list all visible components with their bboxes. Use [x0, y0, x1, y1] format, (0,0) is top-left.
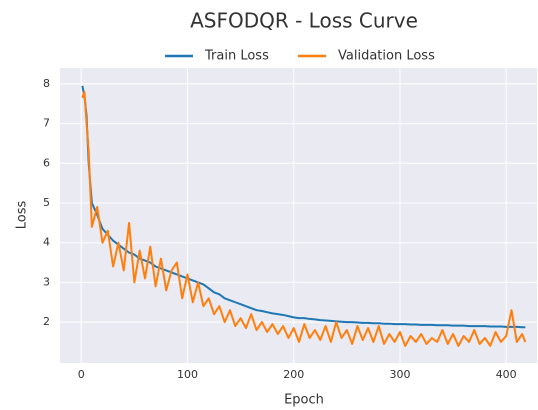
chart-title: ASFODQR - Loss Curve	[190, 9, 418, 33]
y-tick-label: 2	[43, 315, 50, 328]
legend-label: Train Loss	[204, 49, 269, 64]
y-tick-label: 5	[43, 196, 50, 209]
x-tick-label: 200	[283, 368, 304, 381]
y-tick-label: 4	[43, 236, 50, 249]
x-tick-label: 100	[177, 368, 198, 381]
y-tick-label: 3	[43, 275, 50, 288]
y-tick-label: 6	[43, 156, 50, 169]
x-tick-label: 400	[496, 368, 517, 381]
data-line	[81, 85, 526, 329]
x-axis-label: Epoch	[284, 393, 324, 408]
y-tick-label: 8	[43, 77, 50, 90]
data-line	[81, 90, 527, 347]
y-tick-label: 7	[43, 117, 50, 130]
plot-area	[60, 68, 537, 363]
x-tick-label: 0	[78, 368, 85, 381]
legend-label: Validation Loss	[338, 49, 435, 64]
grid	[60, 68, 537, 363]
legend: Train Loss Validation Loss	[165, 49, 435, 64]
x-tick-label: 300	[389, 368, 410, 381]
lines	[81, 85, 527, 347]
y-axis-label: Loss	[15, 201, 30, 230]
